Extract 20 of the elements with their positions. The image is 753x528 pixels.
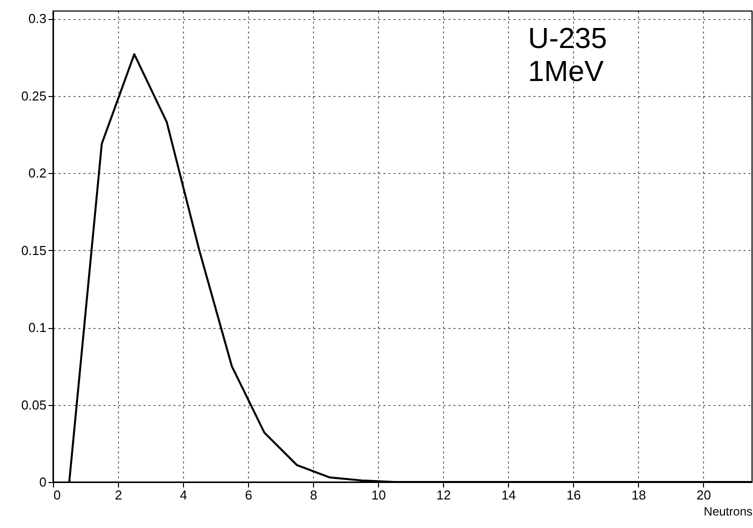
y-tick-label: 0.05: [21, 397, 46, 412]
y-tick-label: 0.25: [21, 88, 46, 104]
x-tick-label: 18: [631, 488, 646, 502]
y-tick-label: 0.3: [28, 11, 46, 26]
annotation: U-235 1MeV: [528, 23, 607, 88]
x-tick-label: 20: [696, 488, 711, 502]
x-axis-title: Neutrons: [704, 504, 752, 518]
x-tick-label: 14: [501, 488, 516, 502]
y-tick-label: 0: [39, 474, 46, 490]
x-tick-label: 12: [436, 488, 451, 502]
x-tick-label: 0: [54, 488, 61, 502]
x-tick-label: 16: [566, 488, 581, 502]
y-tick-label: 0.1: [28, 320, 46, 336]
x-tick-label: 2: [114, 488, 122, 502]
x-tick-label: 6: [244, 488, 252, 502]
x-tick-label: 4: [180, 488, 188, 502]
x-tick-label: 8: [310, 488, 318, 502]
y-tick-label: 0.15: [21, 242, 46, 258]
x-tick-label: 10: [371, 488, 386, 502]
y-tick-label: 0.2: [28, 166, 46, 181]
